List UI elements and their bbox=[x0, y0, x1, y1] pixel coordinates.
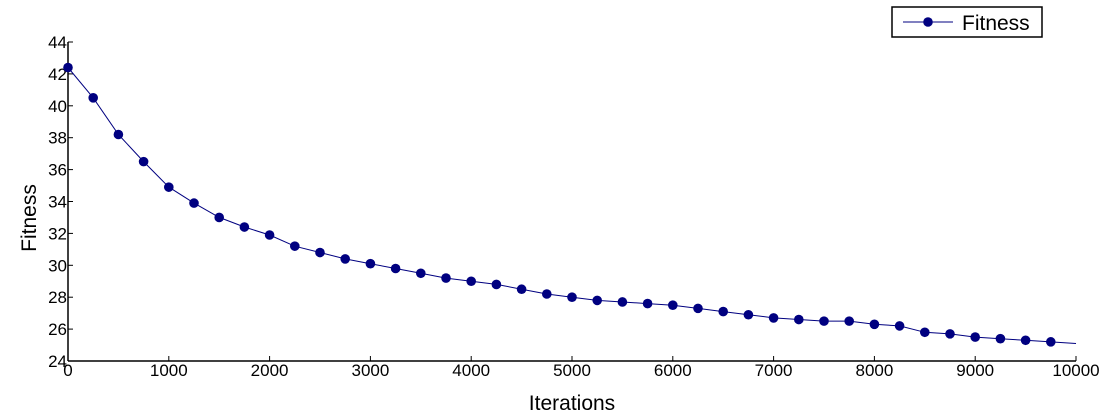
x-tick-label: 9000 bbox=[956, 361, 994, 380]
x-tick-label: 4000 bbox=[452, 361, 490, 380]
y-tick-label: 40 bbox=[48, 97, 67, 116]
data-point bbox=[920, 327, 930, 338]
data-point bbox=[138, 156, 149, 167]
data-point bbox=[819, 316, 829, 326]
data-point bbox=[63, 62, 73, 73]
data-point bbox=[239, 222, 250, 232]
data-point bbox=[869, 319, 880, 330]
x-tick-label: 0 bbox=[63, 361, 72, 380]
x-tick-label: 7000 bbox=[755, 361, 793, 380]
y-tick-label: 30 bbox=[48, 256, 67, 275]
data-point bbox=[441, 273, 451, 283]
x-tick-label: 2000 bbox=[251, 361, 289, 380]
data-point bbox=[617, 297, 628, 307]
y-tick-label: 38 bbox=[48, 129, 67, 148]
data-point bbox=[794, 314, 804, 325]
data-point bbox=[1046, 337, 1056, 347]
data-point bbox=[592, 295, 602, 306]
y-tick-label: 34 bbox=[48, 193, 67, 212]
y-tick-label: 36 bbox=[48, 161, 67, 180]
x-tick-label: 10000 bbox=[1052, 361, 1099, 380]
data-point bbox=[642, 298, 653, 309]
axes: 0 1000 2000 3000 4000 5000 6000 7000 8000 9000 100… bbox=[48, 33, 1100, 380]
data-point bbox=[542, 289, 552, 299]
data-point bbox=[88, 93, 98, 103]
legend-marker bbox=[923, 17, 933, 27]
y-tick-label: 26 bbox=[48, 320, 67, 339]
y-tick-label: 44 bbox=[48, 33, 67, 52]
y-tick-label: 28 bbox=[48, 288, 67, 307]
data-point bbox=[365, 258, 376, 269]
y-tick-label: 24 bbox=[48, 352, 67, 371]
data-point bbox=[113, 129, 124, 140]
data-point bbox=[516, 284, 527, 295]
data-point bbox=[844, 316, 854, 326]
data-point bbox=[164, 182, 174, 192]
y-tick-label: 42 bbox=[48, 65, 67, 84]
legend: Fitness bbox=[891, 6, 1043, 38]
data-point bbox=[668, 300, 678, 310]
y-axis-title: Fitness bbox=[18, 184, 41, 252]
x-tick-label: 1000 bbox=[150, 361, 188, 380]
data-point bbox=[945, 329, 955, 339]
data-point bbox=[189, 198, 199, 208]
x-tick-label: 3000 bbox=[351, 361, 389, 380]
legend-label: Fitness bbox=[962, 12, 1030, 35]
data-point bbox=[768, 313, 779, 323]
data-point bbox=[743, 309, 754, 320]
data-point bbox=[693, 303, 703, 314]
data-point bbox=[390, 263, 401, 274]
data-point bbox=[290, 241, 300, 251]
data-point bbox=[416, 268, 426, 279]
data-point bbox=[995, 333, 1006, 344]
data-point bbox=[315, 247, 325, 258]
x-tick-label: 6000 bbox=[654, 361, 692, 380]
series-line bbox=[67, 67, 1077, 344]
data-point bbox=[567, 292, 577, 303]
data-point bbox=[491, 279, 502, 290]
data-point bbox=[340, 254, 351, 264]
x-tick-label: 8000 bbox=[855, 361, 893, 380]
data-point bbox=[894, 321, 905, 331]
data-point bbox=[1020, 335, 1031, 346]
data-point bbox=[214, 212, 224, 223]
data-point bbox=[718, 306, 728, 317]
x-tick-label: 5000 bbox=[553, 361, 591, 380]
data-point bbox=[970, 332, 980, 342]
data-point bbox=[264, 230, 275, 240]
x-axis-title: Iterations bbox=[529, 392, 615, 415]
y-tick-label: 32 bbox=[48, 224, 67, 243]
data-point bbox=[466, 276, 477, 287]
plot-area bbox=[63, 62, 1077, 347]
